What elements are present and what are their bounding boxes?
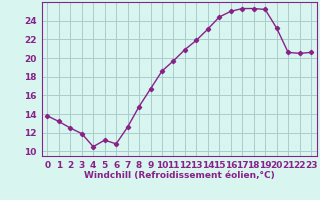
- X-axis label: Windchill (Refroidissement éolien,°C): Windchill (Refroidissement éolien,°C): [84, 171, 275, 180]
